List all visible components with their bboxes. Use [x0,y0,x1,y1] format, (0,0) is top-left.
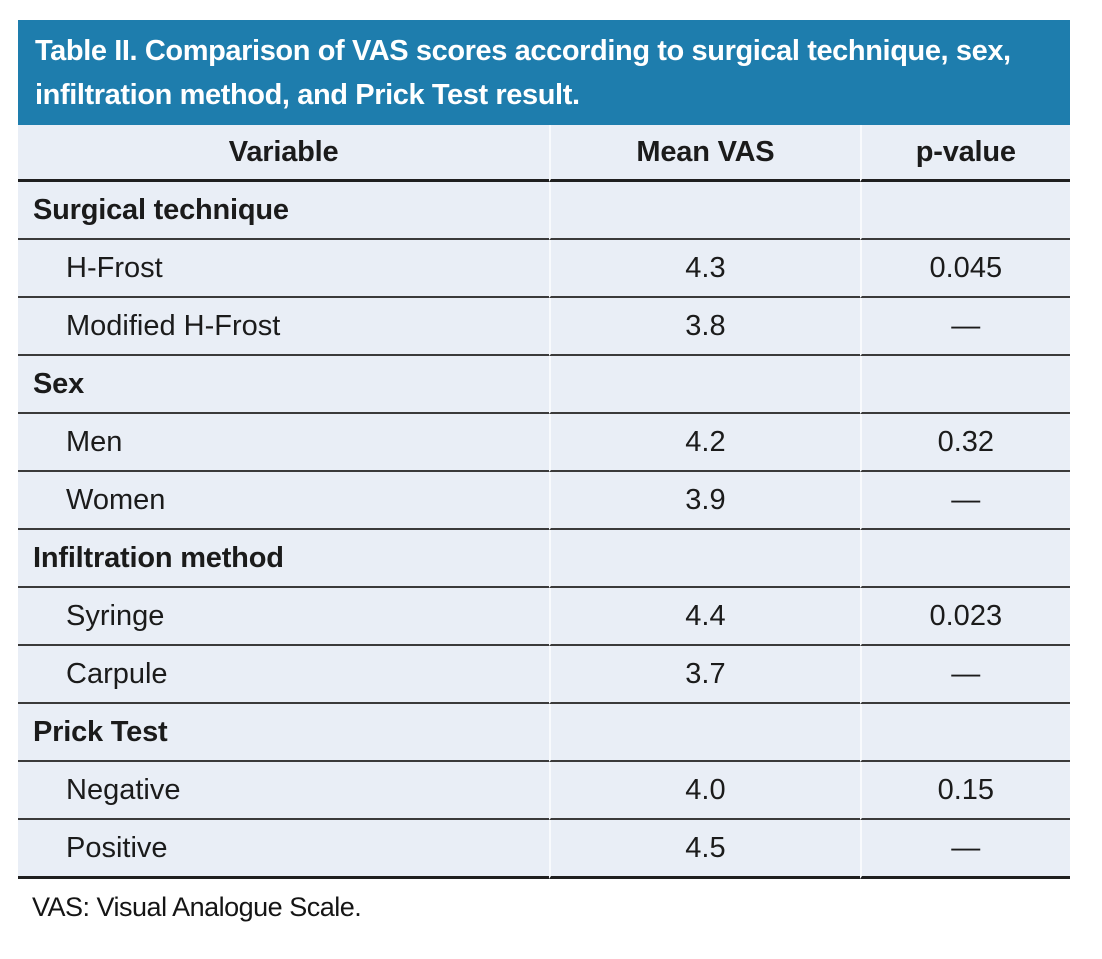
vas-table-figure: Table II. Comparison of VAS scores accor… [18,20,1070,923]
table-row-h-frost: H-Frost 4.3 0.045 [18,240,1070,298]
section-label: Infiltration method [18,530,550,588]
section-row-infiltration-method: Infiltration method [18,530,1070,588]
variable-cell: Carpule [18,646,550,704]
section-row-sex: Sex [18,356,1070,414]
empty-cell [549,530,860,588]
col-header-mean-vas: Mean VAS [549,125,860,182]
table-row-carpule: Carpule 3.7 — [18,646,1070,704]
mean-vas-cell: 4.0 [549,762,860,820]
empty-cell [859,530,1070,588]
variable-cell: Positive [18,820,550,879]
variable-cell: H-Frost [18,240,550,298]
mean-vas-cell: 4.5 [549,820,860,879]
mean-vas-cell: 4.4 [549,588,860,646]
col-header-p-value: p-value [859,125,1070,182]
vas-comparison-table: Variable Mean VAS p-value Surgical techn… [18,125,1070,879]
section-label: Prick Test [18,704,550,762]
variable-cell: Modified H-Frost [18,298,550,356]
section-row-surgical-technique: Surgical technique [18,182,1070,240]
empty-cell [549,182,860,240]
table-row-women: Women 3.9 — [18,472,1070,530]
table-footnote: VAS: Visual Analogue Scale. [32,892,362,922]
variable-cell: Men [18,414,550,472]
table-row-men: Men 4.2 0.32 [18,414,1070,472]
p-value-cell: 0.045 [859,240,1070,298]
table-title: Table II. Comparison of VAS scores accor… [18,20,1070,125]
section-row-prick-test: Prick Test [18,704,1070,762]
section-label: Surgical technique [18,182,550,240]
p-value-cell: — [859,472,1070,530]
mean-vas-cell: 3.7 [549,646,860,704]
mean-vas-cell: 4.2 [549,414,860,472]
p-value-cell: — [859,820,1070,879]
p-value-cell: 0.15 [859,762,1070,820]
empty-cell [549,356,860,414]
p-value-cell: — [859,298,1070,356]
p-value-cell: 0.023 [859,588,1070,646]
mean-vas-cell: 3.8 [549,298,860,356]
empty-cell [859,704,1070,762]
p-value-cell: 0.32 [859,414,1070,472]
table-row-modified-h-frost: Modified H-Frost 3.8 — [18,298,1070,356]
table-row-negative: Negative 4.0 0.15 [18,762,1070,820]
empty-cell [859,356,1070,414]
column-header-row: Variable Mean VAS p-value [18,125,1070,182]
table-row-positive: Positive 4.5 — [18,820,1070,879]
variable-cell: Syringe [18,588,550,646]
table-row-syringe: Syringe 4.4 0.023 [18,588,1070,646]
variable-cell: Negative [18,762,550,820]
mean-vas-cell: 4.3 [549,240,860,298]
p-value-cell: — [859,646,1070,704]
col-header-variable: Variable [18,125,550,182]
variable-cell: Women [18,472,550,530]
section-label: Sex [18,356,550,414]
mean-vas-cell: 3.9 [549,472,860,530]
empty-cell [859,182,1070,240]
empty-cell [549,704,860,762]
